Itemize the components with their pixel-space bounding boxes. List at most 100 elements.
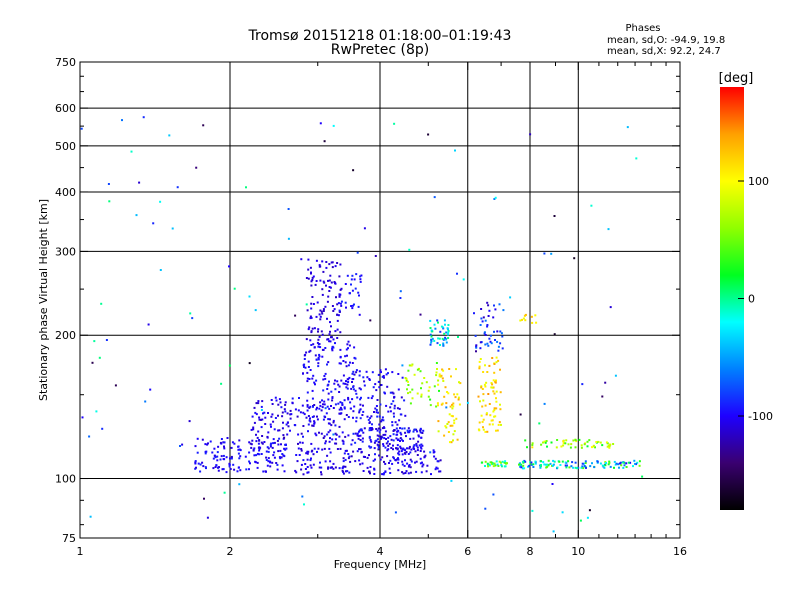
data-point: [491, 423, 494, 426]
y-tick-label: 400: [55, 186, 76, 199]
data-point: [286, 433, 289, 436]
data-point: [584, 462, 587, 464]
data-point: [440, 374, 443, 377]
data-point: [317, 365, 320, 368]
data-point: [359, 398, 362, 401]
data-point: [345, 348, 348, 351]
data-point: [588, 509, 591, 512]
data-point: [389, 459, 392, 462]
data-point: [534, 462, 537, 465]
data-point: [365, 370, 368, 373]
data-point: [591, 446, 593, 449]
data-point: [376, 429, 379, 432]
data-point: [566, 464, 568, 467]
data-point: [595, 441, 598, 443]
data-point: [482, 316, 485, 319]
data-point: [404, 414, 407, 417]
data-point: [430, 335, 433, 338]
data-point: [267, 460, 270, 463]
data-point: [261, 442, 264, 445]
data-point: [607, 463, 610, 466]
data-point: [328, 340, 331, 343]
data-point: [393, 396, 395, 399]
data-point: [378, 435, 381, 438]
data-point: [302, 411, 305, 414]
data-point: [408, 445, 411, 448]
data-point: [474, 334, 477, 337]
data-point: [375, 428, 378, 430]
data-point: [326, 363, 328, 366]
data-point: [484, 404, 487, 407]
data-point: [455, 368, 457, 371]
data-point: [349, 361, 351, 364]
data-point: [355, 416, 358, 419]
data-point: [352, 416, 354, 419]
data-point: [482, 418, 485, 421]
data-point: [294, 408, 297, 411]
data-point: [562, 444, 565, 447]
data-point: [320, 466, 323, 469]
data-point: [343, 418, 346, 421]
data-point: [491, 357, 494, 359]
data-point: [258, 439, 261, 442]
data-point: [335, 296, 337, 299]
data-point: [347, 364, 350, 367]
data-point: [492, 462, 495, 465]
data-point: [353, 278, 356, 281]
data-point: [420, 393, 423, 396]
data-point: [387, 444, 390, 447]
data-point: [490, 386, 493, 389]
data-point: [319, 265, 322, 268]
data-point: [456, 393, 459, 396]
data-point: [445, 341, 448, 344]
data-point: [248, 460, 251, 463]
x-tick-label: 10: [571, 545, 585, 558]
data-point: [280, 456, 283, 459]
data-point: [310, 280, 313, 283]
data-point: [204, 466, 207, 469]
data-point: [488, 464, 491, 467]
data-point: [313, 420, 316, 423]
data-point: [368, 421, 371, 424]
data-point: [438, 375, 441, 378]
data-point: [278, 437, 281, 440]
data-point: [321, 333, 324, 336]
data-point: [274, 396, 277, 399]
data-point: [479, 341, 482, 344]
data-point: [315, 358, 318, 361]
data-point: [518, 463, 520, 466]
data-point: [217, 445, 220, 448]
data-point: [576, 467, 579, 470]
data-point: [219, 441, 222, 444]
data-point: [632, 465, 634, 468]
data-point: [332, 467, 335, 470]
data-point: [449, 405, 452, 408]
data-point: [530, 463, 533, 466]
data-point: [433, 323, 436, 326]
data-point: [303, 366, 305, 368]
data-point: [518, 462, 521, 465]
data-point: [495, 390, 498, 393]
data-point: [191, 317, 194, 320]
data-point: [383, 472, 386, 475]
data-point: [497, 423, 500, 426]
data-point: [339, 355, 342, 358]
data-point: [484, 507, 487, 510]
data-point: [366, 466, 369, 469]
data-point: [309, 339, 312, 342]
data-point: [581, 465, 584, 468]
data-point: [368, 427, 371, 430]
data-point: [621, 461, 624, 464]
data-point: [338, 385, 341, 388]
data-point: [546, 445, 548, 448]
data-point: [390, 402, 393, 405]
data-point: [251, 415, 254, 418]
data-point: [149, 388, 152, 391]
data-point: [319, 309, 322, 312]
data-point: [317, 345, 320, 348]
data-point: [494, 415, 497, 418]
data-point: [342, 382, 345, 385]
data-point: [596, 460, 599, 463]
data-point: [384, 462, 387, 465]
data-point: [220, 438, 223, 440]
